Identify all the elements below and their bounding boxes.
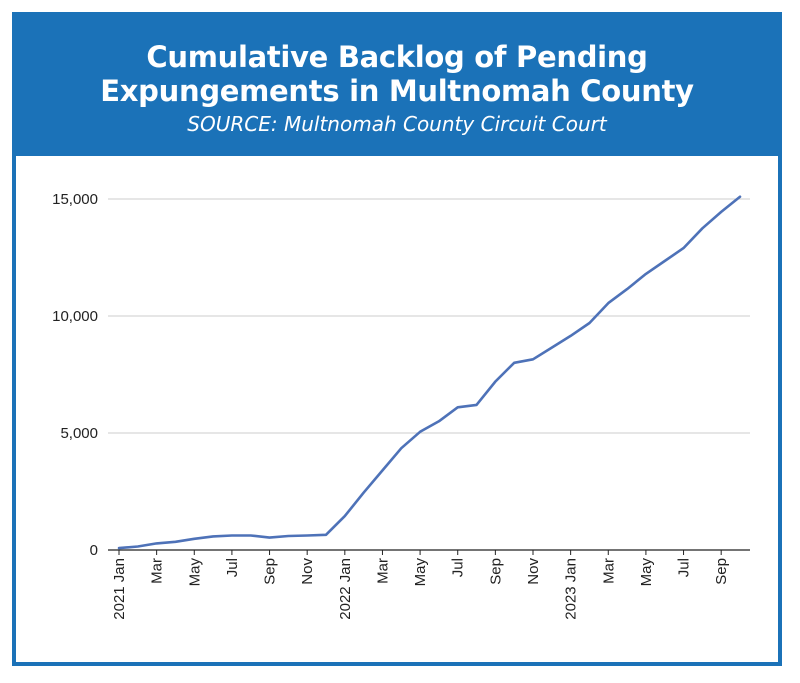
x-tick-label: Mar xyxy=(600,558,617,584)
chart-title-line-1: Cumulative Backlog of Pending xyxy=(146,40,648,74)
series-layer xyxy=(117,195,742,550)
chart-header: Cumulative Backlog of Pending Expungemen… xyxy=(16,16,778,156)
y-tick-label: 10,000 xyxy=(52,308,98,325)
y-tick-label: 5,000 xyxy=(60,425,98,442)
x-tick-label: Mar xyxy=(149,558,166,584)
x-tick-label: May xyxy=(638,558,655,587)
x-tick-label: Jul xyxy=(676,558,693,577)
x-tick-label: Mar xyxy=(374,558,391,584)
x-tick-label: 2022 Jan xyxy=(337,558,354,620)
y-tick-label: 0 xyxy=(90,542,98,559)
x-tick-label: 2021 Jan xyxy=(111,558,128,620)
x-tick-label: Sep xyxy=(487,558,504,585)
x-tick-label: May xyxy=(186,558,203,587)
x-tick-label: Jul xyxy=(224,558,241,577)
x-tick-label: Nov xyxy=(525,558,542,585)
series-line xyxy=(117,195,742,550)
chart-title: Cumulative Backlog of Pending Expungemen… xyxy=(16,16,778,108)
grid-lines xyxy=(108,198,750,434)
x-axis-ticks: 2021 Jan Mar May Jul Sep Nov 2022 Jan Mar May Jul… xyxy=(111,550,730,620)
y-tick-label: 15,000 xyxy=(52,191,98,208)
y-axis-ticks: 0 5,000 10,000 15,000 xyxy=(52,191,98,559)
chart-title-line-2: Expungements in Multnomah County xyxy=(100,74,694,108)
x-tick-label: Sep xyxy=(262,558,279,585)
chart-frame: Cumulative Backlog of Pending Expungemen… xyxy=(12,12,782,666)
x-tick-label: May xyxy=(412,558,429,587)
x-tick-label: Jul xyxy=(450,558,467,577)
chart-subtitle: SOURCE: Multnomah County Circuit Court xyxy=(187,112,607,136)
x-tick-label: Nov xyxy=(299,558,316,585)
x-tick-label: 2023 Jan xyxy=(563,558,580,620)
x-tick-label: Sep xyxy=(713,558,730,585)
